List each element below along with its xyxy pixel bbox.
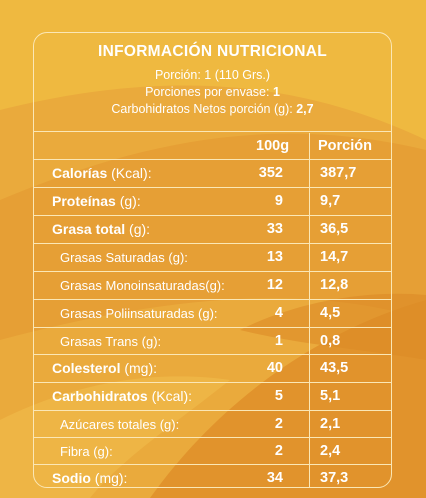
table-row: Grasas Saturadas (g): 13 14,7 bbox=[34, 244, 391, 271]
net-carbs: Carbohidratos Netos porción (g): 2,7 bbox=[34, 102, 391, 116]
nutrient-label: Calorías (Kcal): bbox=[52, 160, 152, 187]
row-divider bbox=[34, 215, 391, 216]
value-100g: 5 bbox=[274, 388, 283, 404]
table-row: Calorías (Kcal): 352 387,7 bbox=[34, 160, 391, 187]
column-divider bbox=[309, 133, 310, 488]
nutrient-label: Azúcares totales (g): bbox=[60, 417, 180, 432]
nutrient-label: Carbohidratos (Kcal): bbox=[52, 383, 192, 410]
value-portion: 9,7 bbox=[320, 193, 341, 209]
nutrient-name: Colesterol bbox=[52, 360, 121, 376]
value-100g: 34 bbox=[266, 470, 283, 486]
table-row: Proteínas (g): 9 9,7 bbox=[34, 188, 391, 215]
column-header-100g: 100g bbox=[256, 138, 290, 154]
table-row: Grasas Poliinsaturadas (g): 4 4,5 bbox=[34, 300, 391, 327]
nutrient-unit: (g): bbox=[125, 221, 151, 237]
table-row: Grasas Trans (g): 1 0,8 bbox=[34, 328, 391, 355]
nutrient-label: Sodio (mg): bbox=[52, 465, 127, 492]
value-portion: 2,1 bbox=[320, 416, 341, 432]
row-divider bbox=[34, 354, 391, 355]
table-row: Azúcares totales (g): 2 2,1 bbox=[34, 411, 391, 438]
table-row: Grasas Monoinsaturadas(g): 12 12,8 bbox=[34, 272, 391, 299]
nutrient-label: Grasas Saturadas (g): bbox=[60, 250, 188, 265]
value-100g: 2 bbox=[274, 443, 283, 459]
value-100g: 13 bbox=[266, 249, 283, 265]
servings-per-container: Porciones por envase: 1 bbox=[34, 85, 391, 99]
nutrient-label: Grasa total (g): bbox=[52, 216, 150, 243]
value-100g: 4 bbox=[274, 305, 283, 321]
nutrient-label: Grasas Poliinsaturadas (g): bbox=[60, 306, 218, 321]
value-100g: 9 bbox=[274, 193, 283, 209]
value-portion: 387,7 bbox=[320, 165, 357, 181]
row-divider bbox=[34, 243, 391, 244]
value-portion: 12,8 bbox=[320, 277, 349, 293]
row-divider bbox=[34, 187, 391, 188]
row-divider bbox=[34, 299, 391, 300]
value-portion: 4,5 bbox=[320, 305, 341, 321]
nutrient-name: Carbohidratos bbox=[52, 388, 148, 404]
value-100g: 352 bbox=[258, 165, 283, 181]
value-portion: 2,4 bbox=[320, 443, 341, 459]
serving-size: Porción: 1 (110 Grs.) bbox=[154, 68, 271, 82]
row-divider bbox=[34, 437, 391, 438]
value-portion: 36,5 bbox=[320, 221, 349, 237]
nutrient-name: Proteínas bbox=[52, 193, 116, 209]
net-carbs-label: Carbohidratos Netos porción (g): bbox=[111, 102, 293, 116]
row-divider bbox=[34, 131, 391, 132]
servings-label: Porciones por envase: bbox=[145, 85, 270, 99]
row-divider bbox=[34, 271, 391, 272]
value-100g: 40 bbox=[266, 360, 283, 376]
row-divider bbox=[34, 382, 391, 383]
nutrient-unit: (g): bbox=[115, 193, 141, 209]
value-portion: 0,8 bbox=[320, 333, 341, 349]
nutrient-name: Grasa total bbox=[52, 221, 126, 237]
nutrient-label: Proteínas (g): bbox=[52, 188, 141, 215]
value-portion: 14,7 bbox=[320, 249, 349, 265]
table-row: Carbohidratos (Kcal): 5 5,1 bbox=[34, 383, 391, 410]
value-portion: 43,5 bbox=[320, 360, 349, 376]
nutrient-unit: (mg): bbox=[120, 360, 158, 376]
nutrient-label: Grasas Monoinsaturadas(g): bbox=[60, 278, 225, 293]
row-divider bbox=[34, 327, 391, 328]
nutrition-card: INFORMACIÓN NUTRICIONAL Porción: 1 (110 … bbox=[33, 32, 392, 488]
table-row: Fibra (g): 2 2,4 bbox=[34, 438, 391, 465]
table-row: Colesterol (mg): 40 43,5 bbox=[34, 355, 391, 382]
row-divider bbox=[34, 410, 391, 411]
row-divider bbox=[34, 159, 391, 160]
column-header-portion: Porción bbox=[318, 138, 372, 154]
nutrient-name: Calorías bbox=[52, 165, 108, 181]
servings-value: 1 bbox=[272, 85, 280, 99]
value-portion: 37,3 bbox=[320, 470, 349, 486]
nutrient-label: Fibra (g): bbox=[60, 444, 113, 459]
value-portion: 5,1 bbox=[320, 388, 341, 404]
table-row: Sodio (mg): 34 37,3 bbox=[34, 465, 391, 492]
value-100g: 1 bbox=[274, 333, 283, 349]
value-100g: 2 bbox=[274, 416, 283, 432]
row-divider bbox=[34, 464, 391, 465]
nutrient-unit: (Kcal): bbox=[107, 165, 152, 181]
nutrient-unit: (mg): bbox=[90, 470, 128, 486]
net-carbs-value: 2,7 bbox=[296, 102, 314, 116]
nutrient-label: Colesterol (mg): bbox=[52, 355, 157, 382]
table-row: Grasa total (g): 33 36,5 bbox=[34, 216, 391, 243]
card-title: INFORMACIÓN NUTRICIONAL bbox=[97, 43, 328, 60]
value-100g: 12 bbox=[266, 277, 283, 293]
value-100g: 33 bbox=[266, 221, 283, 237]
nutrient-unit: (Kcal): bbox=[147, 388, 193, 404]
nutrient-label: Grasas Trans (g): bbox=[60, 334, 162, 349]
nutrient-name: Sodio bbox=[52, 470, 91, 486]
